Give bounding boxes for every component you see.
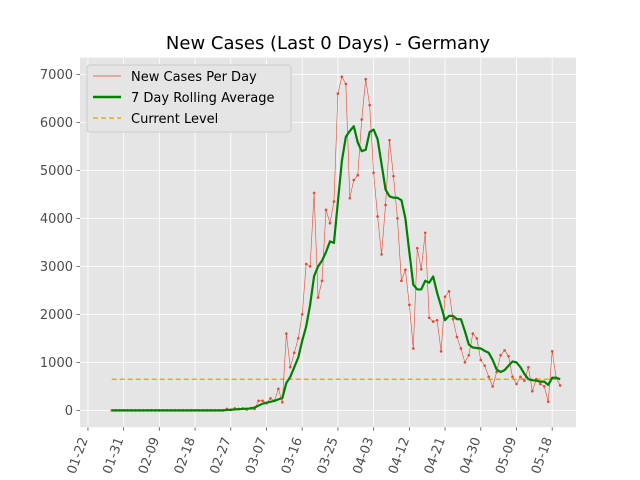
new-cases-point: [348, 196, 352, 200]
new-cases-point: [396, 217, 399, 220]
new-cases-point: [519, 375, 522, 379]
legend-label-cases: New Cases Per Day: [131, 70, 257, 85]
new-cases-point: [304, 262, 308, 266]
new-cases-point: [388, 138, 391, 142]
new-cases-point: [542, 385, 546, 388]
new-cases-point: [296, 337, 300, 340]
new-cases-point: [523, 379, 526, 382]
new-cases-point: [257, 399, 260, 403]
new-cases-point: [384, 203, 387, 207]
new-cases-point: [312, 191, 316, 195]
new-cases-point: [344, 82, 348, 86]
new-cases-point: [281, 400, 284, 404]
new-cases-point: [400, 279, 403, 283]
new-cases-point: [531, 389, 534, 393]
legend-box: [86, 64, 292, 133]
new-cases-point: [447, 290, 451, 293]
new-cases-point: [511, 375, 514, 379]
new-cases-point: [328, 221, 332, 225]
chart-title: New Cases (Last 0 Days) - Germany: [166, 33, 491, 54]
new-cases-point: [292, 351, 296, 355]
new-cases-point: [308, 265, 312, 268]
new-cases-point: [300, 313, 304, 316]
new-cases-point: [332, 200, 336, 203]
y-tick-label: 6000: [40, 116, 73, 131]
new-cases-point: [423, 231, 427, 235]
new-cases-point: [499, 353, 502, 357]
new-cases-point: [435, 318, 439, 322]
new-cases-point: [412, 347, 415, 350]
new-cases-point: [538, 382, 542, 386]
new-cases-point: [455, 335, 459, 339]
new-cases-point: [451, 317, 455, 321]
new-cases-point: [443, 295, 447, 298]
y-tick-label: 5000: [40, 164, 73, 179]
new-cases-point: [404, 268, 407, 272]
new-cases-point: [471, 332, 475, 335]
y-tick-label: 7000: [40, 68, 73, 83]
new-cases-point: [392, 174, 395, 178]
new-cases-point: [427, 316, 431, 320]
rolling-average-line: [111, 125, 561, 412]
new-cases-point: [368, 103, 371, 107]
new-cases-point: [467, 353, 471, 357]
new-cases-point: [340, 75, 344, 79]
new-cases-point: [495, 370, 498, 374]
y-tick-label: 3000: [40, 260, 73, 275]
new-cases-point: [316, 296, 320, 299]
new-cases-point: [475, 337, 479, 340]
new-cases-point: [336, 92, 340, 95]
new-cases-point: [431, 320, 435, 323]
new-cases-point: [491, 385, 494, 388]
new-cases-point: [364, 77, 368, 81]
legend-label-current: Current Level: [131, 112, 218, 127]
new-cases-point: [479, 358, 483, 362]
y-tick-label: 0: [65, 404, 73, 419]
new-cases-point: [419, 267, 423, 271]
y-tick-label: 4000: [40, 212, 73, 227]
series-layer: [110, 75, 562, 412]
new-cases-point: [507, 354, 510, 358]
y-tick-label: 2000: [40, 308, 73, 323]
y-tick-label: 1000: [40, 356, 73, 371]
new-cases-point: [483, 364, 487, 368]
new-cases-point: [546, 400, 550, 404]
new-cases-point: [356, 173, 360, 177]
new-cases-point: [320, 279, 324, 283]
legend-label-rolling: 7 Day Rolling Average: [131, 91, 274, 106]
new-cases-point: [360, 118, 364, 121]
new-cases-point: [550, 350, 554, 353]
new-cases-point: [285, 332, 288, 335]
new-cases-point: [439, 350, 443, 353]
new-cases-point: [372, 171, 375, 175]
new-cases-point: [415, 246, 419, 250]
new-cases-point: [487, 375, 491, 379]
new-cases-point: [380, 253, 383, 256]
new-cases-point: [376, 215, 379, 218]
new-cases-point: [261, 399, 264, 403]
new-cases-point: [352, 178, 356, 182]
grid: [80, 57, 576, 428]
new-cases-point: [558, 384, 562, 387]
new-cases-point: [515, 382, 518, 386]
new-cases-point: [324, 208, 328, 212]
legend: New Cases Per Day 7 Day Rolling Average …: [86, 64, 292, 133]
new-cases-point: [463, 361, 467, 364]
new-cases-point: [289, 365, 292, 369]
new-cases-point: [277, 387, 280, 391]
new-cases-point: [269, 397, 272, 400]
new-cases-point: [408, 303, 411, 307]
new-cases-point: [459, 347, 463, 350]
new-cases-point: [527, 365, 530, 369]
new-cases-point: [503, 349, 506, 352]
